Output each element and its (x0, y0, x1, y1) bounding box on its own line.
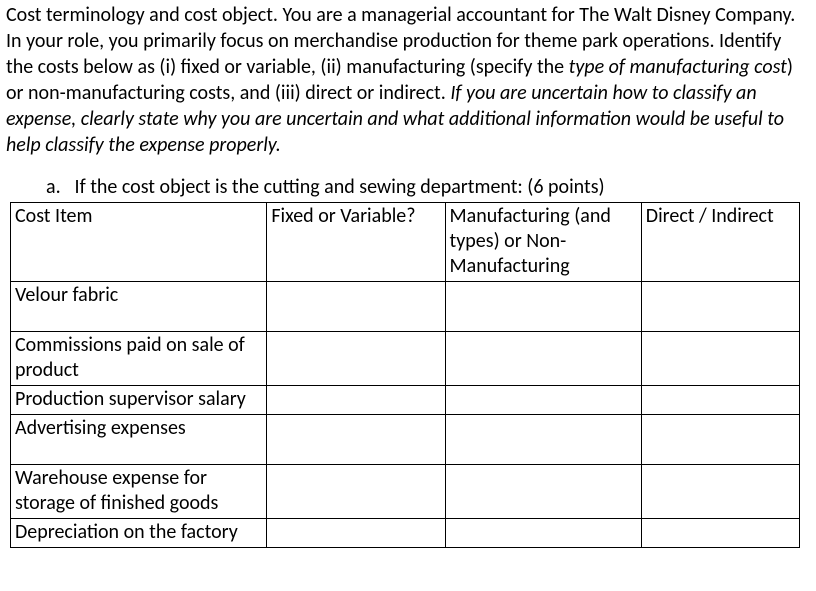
cell-manufacturing[interactable] (445, 386, 641, 415)
cell-manufacturing[interactable] (445, 519, 641, 548)
cell-direct-indirect[interactable] (641, 519, 799, 548)
cell-fixed-variable[interactable] (267, 332, 445, 386)
cell-direct-indirect[interactable] (641, 386, 799, 415)
cell-fixed-variable[interactable] (267, 465, 445, 519)
header-manufacturing: Manufacturing (and types) or Non-Manufac… (445, 203, 641, 282)
cell-manufacturing[interactable] (445, 415, 641, 465)
table-row: Advertising expenses (11, 415, 800, 465)
cost-classification-table: Cost Item Fixed or Variable? Manufacturi… (10, 202, 800, 548)
cell-manufacturing[interactable] (445, 332, 641, 386)
cell-direct-indirect[interactable] (641, 415, 799, 465)
cell-manufacturing[interactable] (445, 465, 641, 519)
cell-fixed-variable[interactable] (267, 415, 445, 465)
cell-fixed-variable[interactable] (267, 519, 445, 548)
problem-prompt: Cost terminology and cost object. You ar… (6, 2, 798, 158)
cell-cost-item: Velour fabric (11, 282, 267, 332)
page: Cost terminology and cost object. You ar… (0, 0, 816, 558)
table-header-row: Cost Item Fixed or Variable? Manufacturi… (11, 203, 800, 282)
table-row: Commissions paid on sale of product (11, 332, 800, 386)
question-a: a. If the cost object is the cutting and… (46, 174, 798, 200)
cell-cost-item: Production supervisor salary (11, 386, 267, 415)
cell-direct-indirect[interactable] (641, 465, 799, 519)
table-row: Velour fabric (11, 282, 800, 332)
header-direct-indirect: Direct / Indirect (641, 203, 799, 282)
table-row: Production supervisor salary (11, 386, 800, 415)
cell-manufacturing[interactable] (445, 282, 641, 332)
cell-cost-item: Warehouse expense for storage of finishe… (11, 465, 267, 519)
cell-cost-item: Commissions paid on sale of product (11, 332, 267, 386)
cell-cost-item: Depreciation on the factory (11, 519, 267, 548)
cell-cost-item: Advertising expenses (11, 415, 267, 465)
cell-fixed-variable[interactable] (267, 386, 445, 415)
table-row: Warehouse expense for storage of finishe… (11, 465, 800, 519)
cell-direct-indirect[interactable] (641, 282, 799, 332)
question-text: If the cost object is the cutting and se… (75, 175, 605, 199)
table-row: Depreciation on the factory (11, 519, 800, 548)
header-cost-item: Cost Item (11, 203, 267, 282)
cell-direct-indirect[interactable] (641, 332, 799, 386)
prompt-part-b: type of manufacturing cost (569, 55, 787, 79)
cell-fixed-variable[interactable] (267, 282, 445, 332)
question-letter: a. (46, 174, 70, 200)
header-fixed-variable: Fixed or Variable? (267, 203, 445, 282)
